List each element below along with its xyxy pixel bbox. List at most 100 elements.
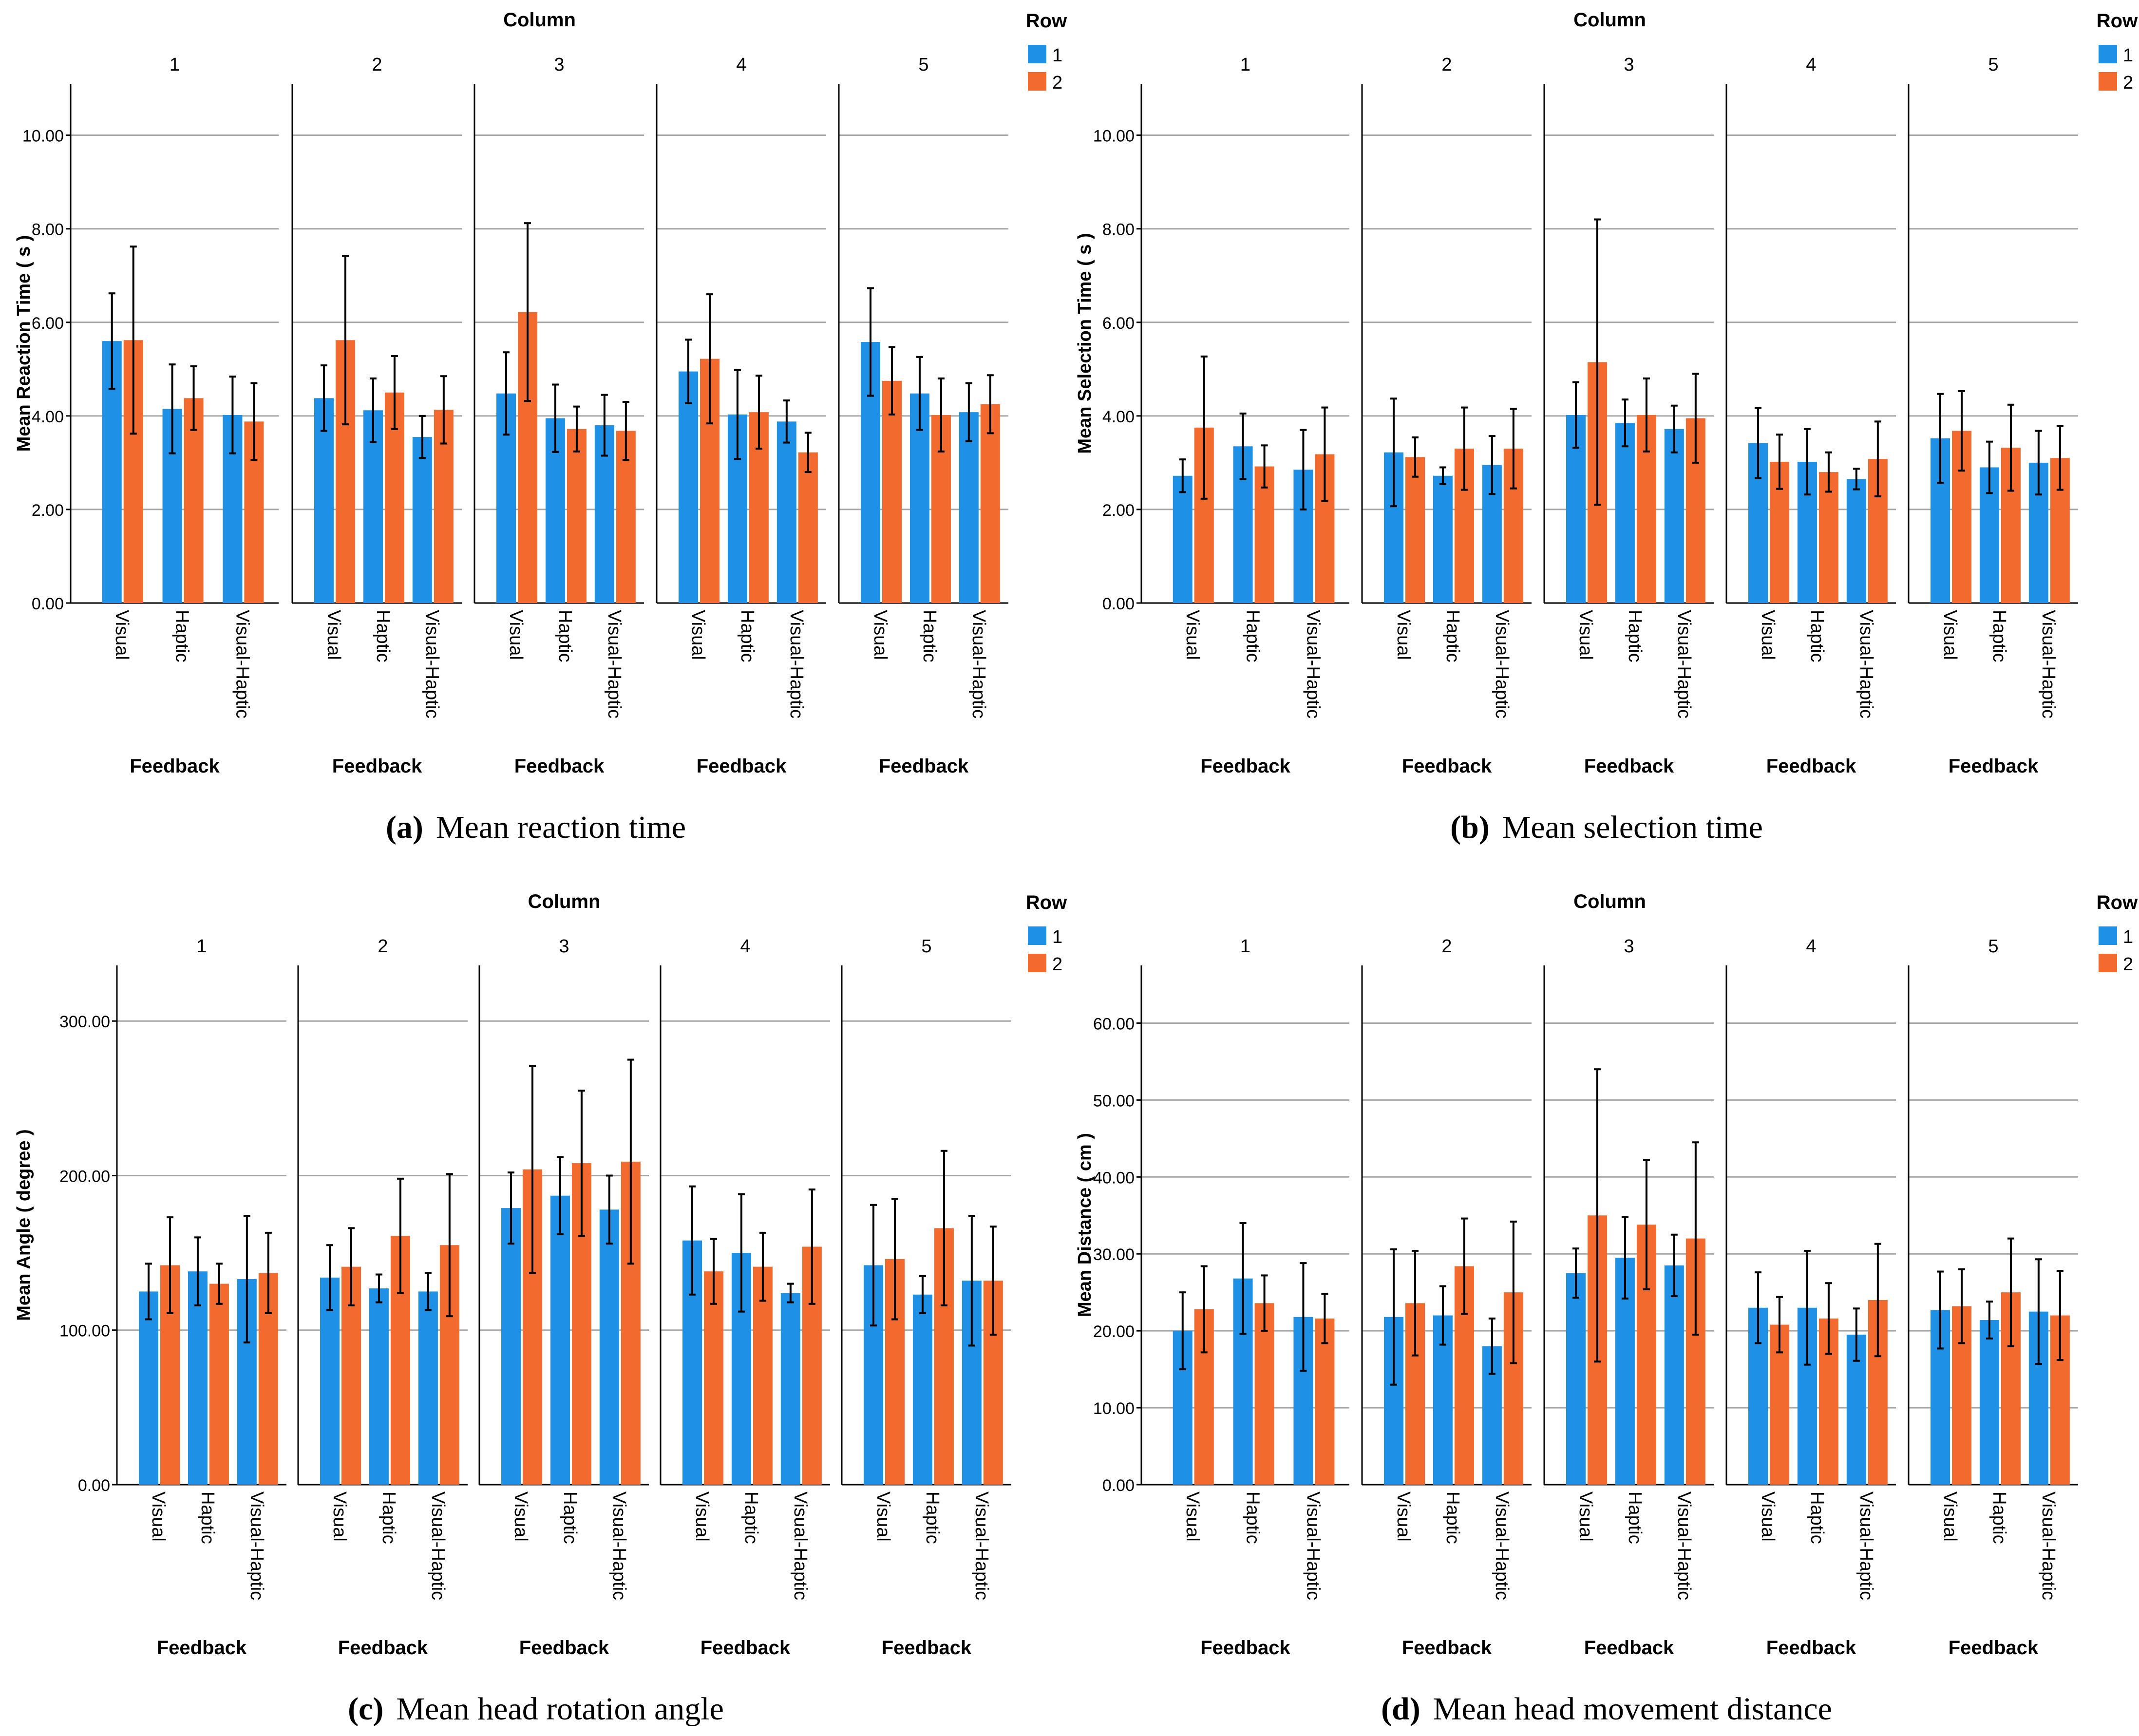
x-tick-label: Visual xyxy=(511,1491,531,1542)
panel-number: 5 xyxy=(1988,936,1998,957)
y-tick-label: 8.00 xyxy=(32,221,64,239)
panel-1: 1 Visual Haptic Visual-Haptic Feedback xyxy=(1136,55,1349,777)
x-tick-label: Visual xyxy=(1393,1491,1414,1542)
y-axis-label: Mean Reaction Time ( s ) xyxy=(14,235,34,452)
x-axis-title: Feedback xyxy=(338,1637,428,1659)
panel-4: 4 Visual Haptic Visual-Haptic Feedback xyxy=(656,55,826,777)
bar-a-5-visual-haptic-row1 xyxy=(959,412,979,603)
y-tick-label: 100.00 xyxy=(59,1322,110,1340)
x-tick-label: Haptic xyxy=(560,1491,580,1544)
x-tick-label: Visual-Haptic xyxy=(1856,1491,1876,1600)
x-tick-label: Haptic xyxy=(555,610,575,662)
legend-label-row2: 2 xyxy=(2123,73,2133,93)
x-tick-label: Haptic xyxy=(741,1491,761,1544)
y-axis-label: Mean Angle ( degree ) xyxy=(14,1129,34,1321)
x-tick-label: Visual-Haptic xyxy=(1856,610,1876,718)
panel-number: 4 xyxy=(1806,936,1816,957)
caption-letter: (c) xyxy=(348,1691,383,1727)
bar-c-2-visual-haptic-row1 xyxy=(418,1291,438,1485)
x-tick-label: Haptic xyxy=(922,1491,943,1544)
bar-a-4-visual-haptic-row1 xyxy=(776,421,796,603)
bar-c-4-visual-row2 xyxy=(704,1271,723,1485)
panel-4: 4 Visual Haptic Visual-Haptic Feedback xyxy=(1725,936,1896,1659)
x-tick-label: Haptic xyxy=(172,610,192,662)
bar-c-4-visual-haptic-row1 xyxy=(780,1293,800,1485)
bar-b-4-haptic-row2 xyxy=(1818,472,1838,603)
panel-1: 1 Visual Haptic Visual-Haptic Feedback xyxy=(1136,936,1349,1659)
panel-number: 3 xyxy=(1624,936,1634,957)
x-tick-label: Visual-Haptic xyxy=(1303,610,1323,718)
x-axis-title: Feedback xyxy=(1584,1637,1674,1659)
legend-swatch-row2 xyxy=(2099,72,2117,91)
panel-number: 2 xyxy=(1441,55,1452,75)
caption-letter: (d) xyxy=(1381,1691,1420,1727)
y-tick-label: 0.00 xyxy=(1102,1476,1135,1495)
legend-title: Row xyxy=(1026,10,1067,32)
bar-a-4-visual-haptic-row2 xyxy=(798,452,818,603)
x-tick-label: Haptic xyxy=(1442,610,1463,662)
bar-a-5-visual-row2 xyxy=(882,380,902,603)
x-tick-label: Visual-Haptic xyxy=(246,1491,267,1600)
x-tick-label: Haptic xyxy=(1243,610,1263,662)
bar-c-1-haptic-row2 xyxy=(209,1283,229,1485)
bar-b-2-haptic-row1 xyxy=(1433,475,1453,603)
x-tick-label: Haptic xyxy=(197,1491,218,1544)
figure-caption: (b) Mean selection time xyxy=(1450,810,1763,845)
legend-label-row1: 1 xyxy=(1052,45,1062,66)
panel-4: 4 Visual Haptic Visual-Haptic Feedback xyxy=(1725,55,1896,777)
bar-d-1-visual-haptic-row2 xyxy=(1315,1318,1335,1485)
legend-label-row2: 2 xyxy=(2123,954,2133,975)
y-tick-label: 6.00 xyxy=(1102,314,1135,333)
x-tick-label: Haptic xyxy=(379,1491,399,1544)
panel-number: 3 xyxy=(1624,55,1634,75)
x-tick-label: Visual xyxy=(323,610,344,660)
bar-c-5-haptic-row1 xyxy=(912,1294,932,1485)
bar-a-2-visual-row1 xyxy=(314,398,334,603)
x-axis-title: Feedback xyxy=(1402,755,1492,777)
x-tick-label: Visual-Haptic xyxy=(790,1491,811,1600)
bar-c-2-haptic-row1 xyxy=(369,1288,389,1485)
panel-4: 4 Visual Haptic Visual-Haptic Feedback xyxy=(660,936,830,1659)
x-tick-label: Visual-Haptic xyxy=(1492,610,1512,718)
x-tick-label: Visual xyxy=(692,1491,712,1542)
panel-number: 1 xyxy=(196,936,207,957)
panel-number: 1 xyxy=(1240,55,1250,75)
caption-text: Mean reaction time xyxy=(436,810,686,845)
x-axis-title: Feedback xyxy=(130,755,220,777)
panel-1: 1 Visual Haptic Visual-Haptic Feedback xyxy=(112,936,286,1659)
bar-a-2-visual-haptic-row1 xyxy=(412,437,432,603)
panel-2: 2 Visual Haptic Visual-Haptic Feedback xyxy=(1361,936,1532,1659)
x-tick-label: Visual-Haptic xyxy=(232,610,252,718)
panel-number: 4 xyxy=(1806,55,1816,75)
x-tick-label: Visual xyxy=(148,1491,169,1542)
bar-a-4-visual-row1 xyxy=(679,371,698,603)
x-tick-label: Haptic xyxy=(373,610,393,662)
bar-d-3-visual-row1 xyxy=(1566,1273,1586,1485)
y-tick-label: 4.00 xyxy=(1102,408,1135,426)
legend-swatch-row2 xyxy=(1028,954,1046,972)
x-tick-label: Visual xyxy=(1758,610,1778,660)
legend-swatch-row2 xyxy=(1028,72,1046,91)
x-tick-label: Visual xyxy=(1393,610,1414,660)
legend-title: Row xyxy=(1026,892,1067,913)
bar-b-3-haptic-row1 xyxy=(1615,423,1635,603)
x-tick-label: Haptic xyxy=(1625,610,1645,662)
y-tick-label: 60.00 xyxy=(1093,1015,1135,1033)
x-tick-label: Haptic xyxy=(1989,610,2009,662)
x-tick-label: Visual xyxy=(1182,1491,1203,1542)
legend-swatch-row1 xyxy=(2099,45,2117,63)
x-axis-title: Feedback xyxy=(700,1637,791,1659)
bar-c-3-visual-row1 xyxy=(501,1208,521,1485)
x-axis-title: Feedback xyxy=(1200,1637,1290,1659)
x-axis-title: Feedback xyxy=(519,1637,609,1659)
figure-caption: (c) Mean head rotation angle xyxy=(348,1691,724,1727)
bar-b-4-visual-haptic-row1 xyxy=(1846,479,1866,603)
panel-number: 4 xyxy=(740,936,750,957)
x-tick-label: Visual xyxy=(112,610,132,660)
x-axis-title: Feedback xyxy=(1766,755,1856,777)
panel-3: 3 Visual Haptic Visual-Haptic Feedback xyxy=(1543,936,1714,1659)
x-tick-label: Visual xyxy=(870,610,890,660)
legend-label-row1: 1 xyxy=(2123,927,2133,947)
chart-c: Column Row 1 2 Mean Angle ( degree ) 0.00 100.… xyxy=(14,891,1067,1727)
